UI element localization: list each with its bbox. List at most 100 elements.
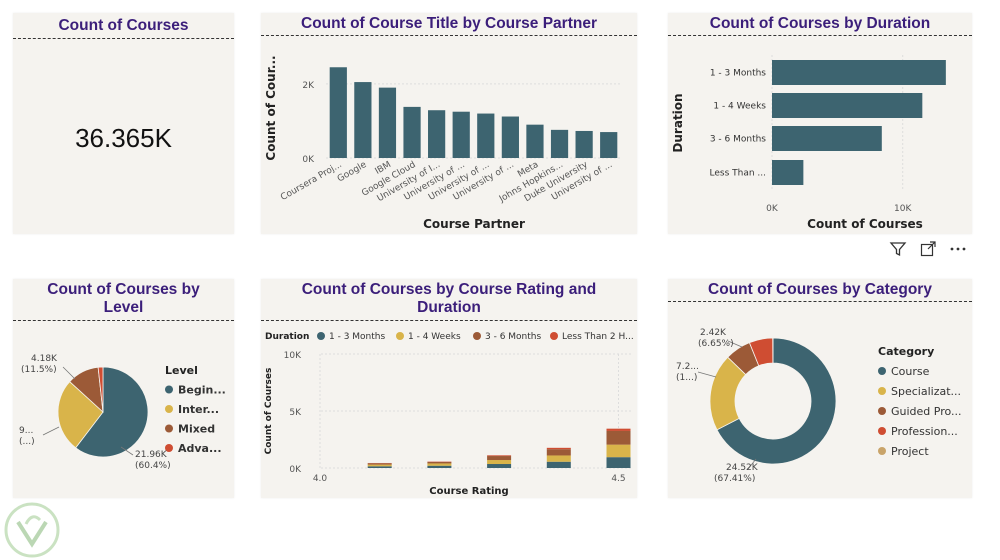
bar-segment bbox=[607, 445, 631, 458]
legend-item: Guided Pro... bbox=[891, 405, 962, 418]
bar-segment bbox=[368, 466, 392, 468]
y-tick-label: 5K bbox=[289, 408, 302, 418]
bar bbox=[453, 112, 470, 158]
x-tick-label: 10K bbox=[894, 204, 912, 214]
data-label: (11.5%) bbox=[21, 365, 57, 375]
x-axis-title: Course Rating bbox=[429, 486, 508, 497]
y-tick-label: 10K bbox=[284, 351, 302, 361]
level-pie-chart: LevelBegin...Inter...MixedAdva...21.96K(… bbox=[13, 279, 234, 498]
data-label: 21.96K bbox=[135, 450, 168, 460]
legend-title: Level bbox=[165, 364, 198, 377]
more-options-icon[interactable] bbox=[949, 240, 967, 258]
legend-swatch bbox=[878, 407, 886, 415]
logo-watermark bbox=[2, 500, 62, 560]
leader-line bbox=[698, 372, 716, 377]
data-label: (...) bbox=[19, 437, 35, 447]
x-tick-label: Coursera Proj... bbox=[279, 160, 344, 203]
y-tick-label: 1 - 4 Weeks bbox=[713, 102, 766, 112]
data-label: 24.52K bbox=[726, 463, 759, 473]
legend-item: 1 - 4 Weeks bbox=[408, 332, 461, 342]
data-label: 9... bbox=[19, 426, 33, 436]
legend-swatch bbox=[317, 332, 325, 340]
bar bbox=[354, 82, 371, 158]
legend-item: 3 - 6 Months bbox=[485, 332, 541, 342]
legend-swatch bbox=[878, 447, 886, 455]
x-tick-label: 4.0 bbox=[313, 474, 328, 484]
y-tick-label: 3 - 6 Months bbox=[710, 135, 766, 145]
bar bbox=[379, 88, 396, 158]
focus-mode-icon[interactable] bbox=[919, 240, 937, 258]
legend-item: Profession... bbox=[891, 425, 958, 438]
legend-swatch bbox=[878, 367, 886, 375]
legend-swatch bbox=[165, 425, 173, 433]
y-tick-label: Less Than ... bbox=[710, 169, 767, 179]
kpi-card[interactable]: Count of Courses 36.365K bbox=[13, 13, 234, 234]
legend-swatch bbox=[165, 386, 173, 394]
bar-segment bbox=[547, 448, 571, 449]
leader-line bbox=[43, 427, 59, 435]
bar bbox=[772, 93, 922, 118]
bar-segment bbox=[368, 465, 392, 467]
legend-item: Specializat... bbox=[891, 385, 961, 398]
y-axis-title: Duration bbox=[671, 93, 685, 152]
legend-item: Mixed bbox=[178, 423, 215, 436]
bar bbox=[403, 107, 420, 158]
x-axis-title: Count of Courses bbox=[807, 217, 923, 231]
legend-title: Duration bbox=[265, 332, 309, 342]
y-axis-title: Count of Courses bbox=[264, 368, 274, 455]
bar-segment bbox=[427, 466, 451, 468]
kpi-value: 36.365K bbox=[13, 123, 234, 154]
y-axis-title: Count of Cour... bbox=[264, 55, 278, 160]
bar-segment bbox=[487, 460, 511, 464]
filter-icon[interactable] bbox=[889, 240, 907, 258]
bar bbox=[526, 125, 543, 158]
bar-segment bbox=[487, 464, 511, 468]
data-label: 7.2... bbox=[676, 362, 699, 372]
data-label: (6.65%) bbox=[698, 339, 734, 349]
leader-line bbox=[63, 367, 75, 379]
bar bbox=[330, 67, 347, 158]
x-tick-label: 4.5 bbox=[611, 474, 625, 484]
partner-chart-card[interactable]: Count of Course Title by Course Partner … bbox=[261, 13, 637, 234]
legend-title: Category bbox=[878, 345, 934, 358]
legend-item: 1 - 3 Months bbox=[329, 332, 385, 342]
rating-stacked-chart: Duration 1 - 3 Months 1 - 4 Weeks 3 - 6 Mon… bbox=[261, 279, 637, 498]
data-label: 2.42K bbox=[700, 328, 727, 338]
bar bbox=[502, 117, 519, 158]
legend-swatch bbox=[165, 405, 173, 413]
legend-swatch bbox=[473, 332, 481, 340]
legend-swatch bbox=[550, 332, 558, 340]
bar bbox=[772, 60, 946, 85]
bar bbox=[551, 130, 568, 158]
legend-swatch bbox=[396, 332, 404, 340]
bar-segment bbox=[607, 431, 631, 445]
legend-item: Adva... bbox=[178, 442, 222, 455]
bar bbox=[576, 131, 593, 158]
x-tick-label: 0K bbox=[766, 204, 779, 214]
category-donut-chart: Category Course Specializat... Guided Pro..… bbox=[668, 279, 972, 498]
legend-swatch bbox=[878, 387, 886, 395]
legend-item: Course bbox=[891, 365, 930, 378]
bar bbox=[477, 114, 494, 158]
bar bbox=[428, 110, 445, 158]
title-divider bbox=[13, 38, 234, 39]
data-label: (1...) bbox=[676, 373, 697, 383]
legend-item: Inter... bbox=[178, 403, 219, 416]
x-axis-title: Course Partner bbox=[423, 217, 525, 231]
bar-segment bbox=[547, 455, 571, 461]
legend-item: Project bbox=[891, 445, 929, 458]
bar-segment bbox=[427, 463, 451, 465]
bar bbox=[600, 132, 617, 158]
data-label: (60.4%) bbox=[135, 461, 171, 471]
rating-chart-card[interactable]: Count of Courses by Course Rating and Du… bbox=[261, 279, 637, 498]
y-tick-label: 0K bbox=[289, 465, 302, 475]
legend-item: Begin... bbox=[178, 384, 226, 397]
bar-segment bbox=[368, 463, 392, 464]
y-tick-label: 2K bbox=[302, 81, 315, 91]
kpi-card-title: Count of Courses bbox=[13, 17, 234, 35]
